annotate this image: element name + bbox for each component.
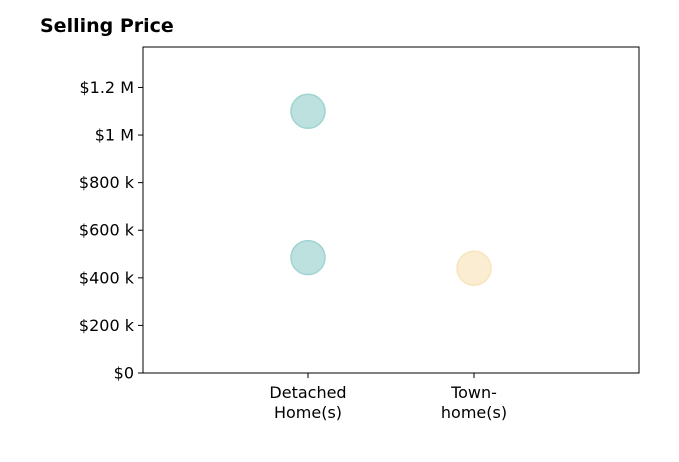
y-tick-label: $600 k [79, 221, 135, 240]
data-point [290, 93, 326, 129]
data-points [290, 93, 492, 287]
chart-title: Selling Price [40, 15, 174, 37]
plot-area-frame [142, 46, 640, 374]
x-tick-label: home(s) [441, 403, 507, 422]
x-tick-label: Town- [450, 383, 497, 402]
y-tick-label: $800 k [79, 173, 135, 192]
data-point [456, 250, 492, 287]
y-tick-label: $400 k [79, 268, 135, 287]
data-point [290, 239, 326, 276]
x-tick-label: Detached [269, 383, 346, 402]
y-tick-label: $0 [114, 364, 134, 383]
y-tick-label: $200 k [79, 316, 135, 335]
y-tick-label: $1 M [95, 126, 134, 145]
y-tick-label: $1.2 M [79, 78, 134, 97]
x-tick-label: Home(s) [274, 403, 342, 422]
y-axis: $0 $200 k $400 k $600 k $800 k $1 M $1.2 M [79, 78, 143, 383]
